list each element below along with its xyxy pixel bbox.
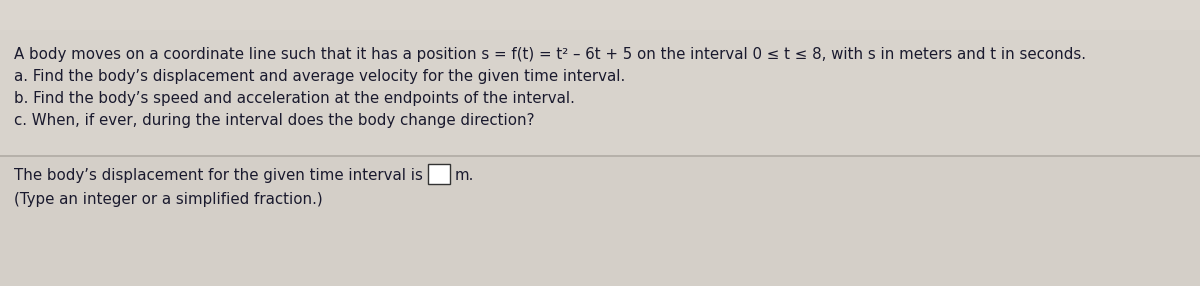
- Text: b. Find the body’s speed and acceleration at the endpoints of the interval.: b. Find the body’s speed and acceleratio…: [14, 91, 575, 106]
- Text: The body’s displacement for the given time interval is: The body’s displacement for the given ti…: [14, 168, 422, 183]
- Text: c. When, if ever, during the interval does the body change direction?: c. When, if ever, during the interval do…: [14, 113, 534, 128]
- Text: a. Find the body’s displacement and average velocity for the given time interval: a. Find the body’s displacement and aver…: [14, 69, 625, 84]
- Bar: [0, 156, 1200, 286]
- Text: m.: m.: [455, 168, 474, 183]
- Bar: [0, 30, 1200, 156]
- Text: A body moves on a coordinate line such that it has a position s = f(t) = t² – 6t: A body moves on a coordinate line such t…: [14, 47, 1086, 62]
- Bar: [428, 164, 450, 184]
- Bar: [0, 0, 1200, 30]
- Text: (Type an integer or a simplified fraction.): (Type an integer or a simplified fractio…: [14, 192, 323, 207]
